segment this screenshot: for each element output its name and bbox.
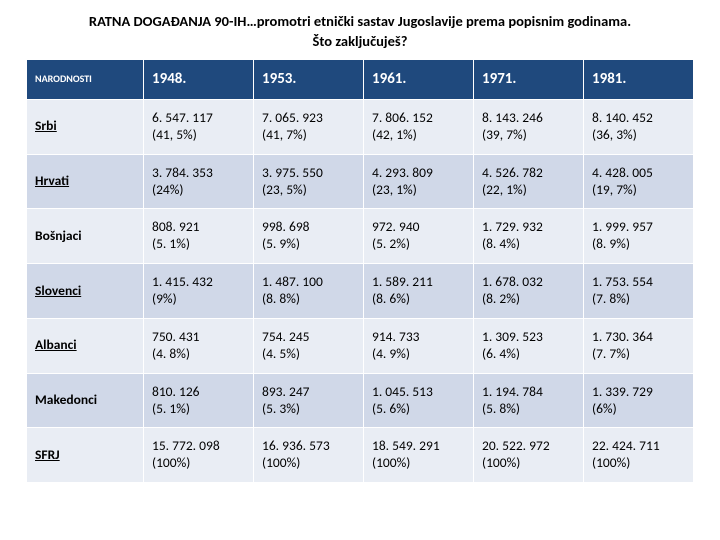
table-cell: 1. 415. 432(9%) [144,264,254,319]
table-cell: 1. 589. 211(8. 6%) [364,264,474,319]
table-row: Bošnjaci808. 921(5. 1%)998. 698(5. 9%)97… [27,209,694,264]
table-cell: 1. 487. 100(8. 8%) [254,264,364,319]
table-row: Srbi6. 547. 117(41, 5%)7. 065. 923(41, 7… [27,99,694,154]
row-label: Bošnjaci [27,209,144,264]
table-cell: 6. 547. 117(41, 5%) [144,99,254,154]
table-cell: 8. 140. 452(36, 3%) [584,99,694,154]
table-cell: 972. 940(5. 2%) [364,209,474,264]
row-label: Albanci [27,318,144,373]
row-label: Hrvati [27,154,144,209]
table-cell: 16. 936. 573(100%) [254,428,364,483]
table-cell: 4. 526. 782(22, 1%) [474,154,584,209]
row-label: SFRJ [27,428,144,483]
table-cell: 750. 431(4. 8%) [144,318,254,373]
table-cell: 1. 753. 554(7. 8%) [584,264,694,319]
table-header-row: NARODNOSTI 1948. 1953. 1961. 1971. 1981. [27,60,694,100]
title-line-2: Što zaključuješ? [313,32,408,50]
table-body: Srbi6. 547. 117(41, 5%)7. 065. 923(41, 7… [27,99,694,482]
table-cell: 893. 247(5. 3%) [254,373,364,428]
ethnic-composition-table: NARODNOSTI 1948. 1953. 1961. 1971. 1981.… [26,59,694,483]
table-cell: 1. 678. 032(8. 2%) [474,264,584,319]
table-row: Makedonci810. 126(5. 1%)893. 247(5. 3%)1… [27,373,694,428]
row-label: Srbi [27,99,144,154]
table-cell: 22. 424. 711(100%) [584,428,694,483]
table-cell: 1. 729. 932(8. 4%) [474,209,584,264]
table-cell: 1. 339. 729(6%) [584,373,694,428]
table-cell: 20. 522. 972(100%) [474,428,584,483]
table-cell: 914. 733(4. 9%) [364,318,474,373]
page-title: RATNA DOGAĐANJA 90-IH…promotri etnički s… [26,12,694,51]
table-cell: 3. 784. 353(24%) [144,154,254,209]
table-cell: 1. 999. 957(8. 9%) [584,209,694,264]
table-cell: 1. 730. 364(7. 7%) [584,318,694,373]
table-cell: 8. 143. 246(39, 7%) [474,99,584,154]
header-year: 1961. [364,60,474,100]
table-cell: 18. 549. 291(100%) [364,428,474,483]
table-cell: 7. 806. 152(42, 1%) [364,99,474,154]
table-row: Albanci750. 431(4. 8%)754. 245(4. 5%)914… [27,318,694,373]
table-cell: 1. 309. 523(6. 4%) [474,318,584,373]
table-cell: 808. 921(5. 1%) [144,209,254,264]
table-row: Slovenci1. 415. 432(9%)1. 487. 100(8. 8%… [27,264,694,319]
table-cell: 15. 772. 098(100%) [144,428,254,483]
header-year: 1953. [254,60,364,100]
table-cell: 4. 293. 809(23, 1%) [364,154,474,209]
header-year: 1981. [584,60,694,100]
table-cell: 3. 975. 550(23, 5%) [254,154,364,209]
table-cell: 1. 045. 513(5. 6%) [364,373,474,428]
table-cell: 7. 065. 923(41, 7%) [254,99,364,154]
header-year: 1971. [474,60,584,100]
header-corner: NARODNOSTI [27,60,144,100]
table-cell: 998. 698(5. 9%) [254,209,364,264]
table-row: SFRJ15. 772. 098(100%)16. 936. 573(100%)… [27,428,694,483]
table-cell: 754. 245(4. 5%) [254,318,364,373]
table-cell: 810. 126(5. 1%) [144,373,254,428]
title-line-1: RATNA DOGAĐANJA 90-IH…promotri etnički s… [89,12,631,30]
row-label: Slovenci [27,264,144,319]
header-year: 1948. [144,60,254,100]
row-label: Makedonci [27,373,144,428]
table-cell: 1. 194. 784(5. 8%) [474,373,584,428]
table-row: Hrvati3. 784. 353(24%)3. 975. 550(23, 5%… [27,154,694,209]
table-cell: 4. 428. 005(19, 7%) [584,154,694,209]
